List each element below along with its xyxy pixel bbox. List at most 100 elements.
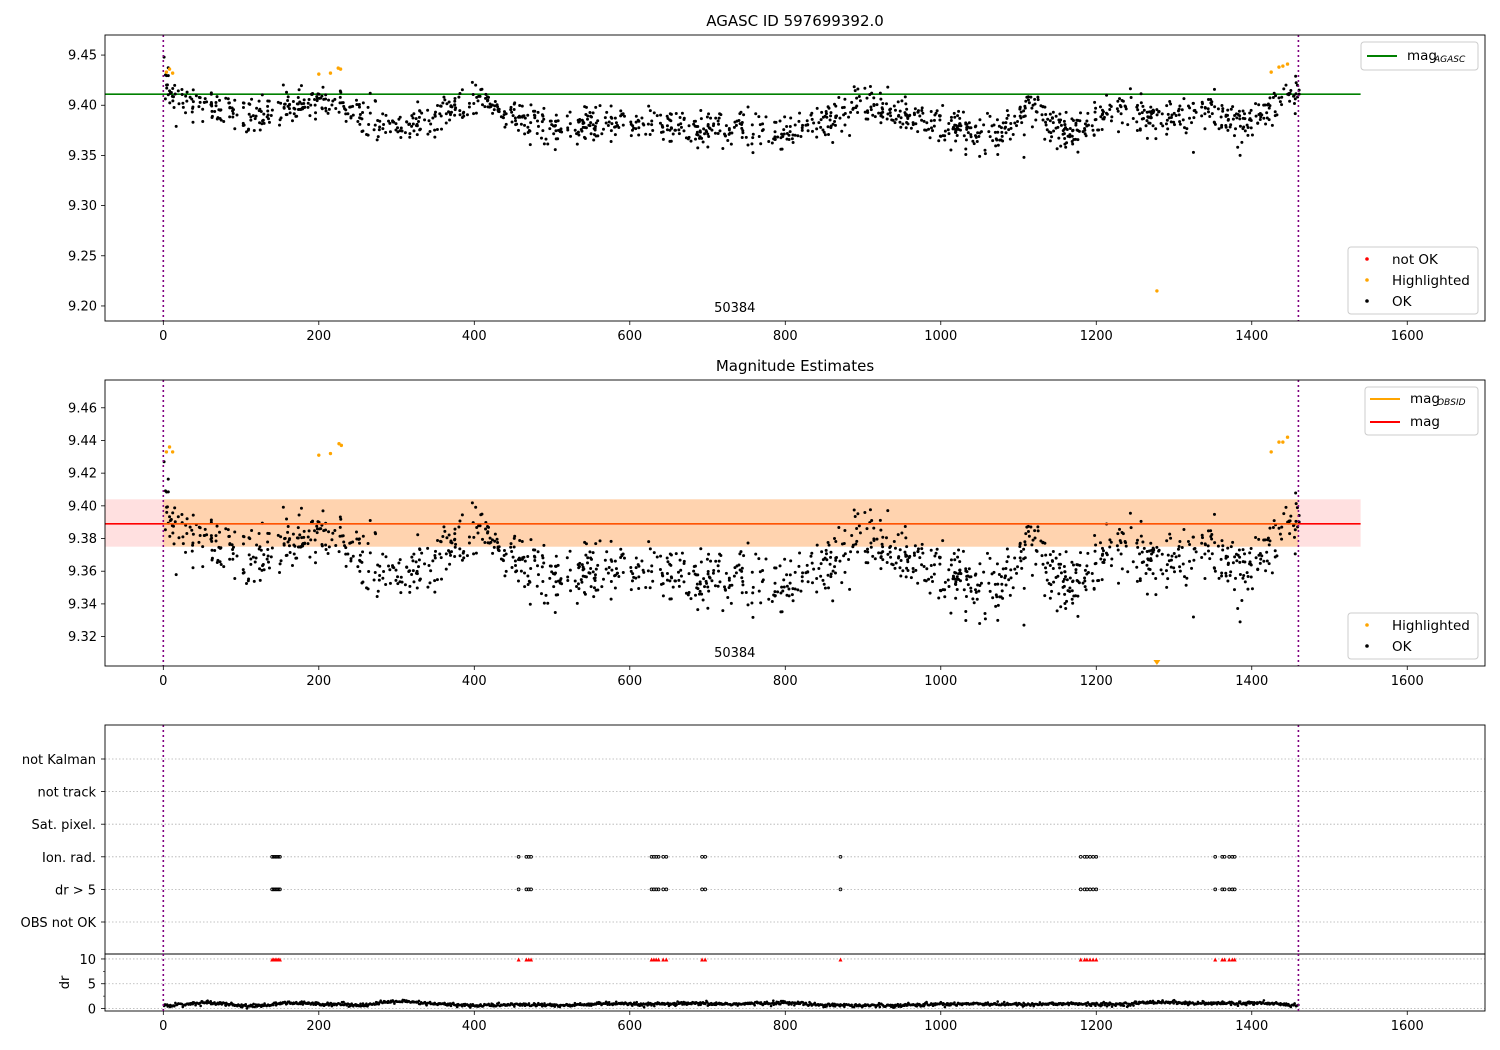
ok-point bbox=[920, 547, 924, 551]
ok-point bbox=[472, 552, 476, 556]
ok-point bbox=[324, 93, 328, 97]
ok-point bbox=[1019, 110, 1023, 114]
ok-point bbox=[587, 123, 591, 127]
ok-point bbox=[1249, 118, 1253, 122]
ok-point bbox=[1160, 112, 1164, 116]
ok-point bbox=[1076, 594, 1080, 598]
flag-point bbox=[649, 887, 654, 892]
ok-point bbox=[190, 97, 194, 101]
ok-point bbox=[1009, 121, 1013, 125]
ok-point bbox=[1145, 563, 1149, 567]
ok-point bbox=[185, 99, 189, 103]
ok-point bbox=[327, 545, 331, 549]
ok-point bbox=[754, 552, 758, 556]
ok-point bbox=[872, 526, 876, 530]
ok-point bbox=[692, 569, 696, 573]
ok-point bbox=[920, 108, 924, 112]
ok-point bbox=[501, 559, 505, 563]
ok-point bbox=[1071, 601, 1075, 605]
ok-point bbox=[905, 121, 909, 125]
ok-point bbox=[518, 558, 522, 562]
ok-point bbox=[504, 122, 508, 126]
ok-point bbox=[606, 123, 610, 127]
ok-point bbox=[453, 96, 457, 100]
ok-point bbox=[1025, 95, 1029, 99]
ok-point bbox=[202, 100, 206, 104]
ok-point bbox=[888, 550, 892, 554]
ok-point bbox=[833, 123, 837, 127]
ok-point bbox=[433, 590, 437, 594]
ok-point bbox=[710, 128, 714, 132]
ok-point bbox=[1124, 544, 1128, 548]
ok-point bbox=[707, 575, 711, 579]
ok-point bbox=[407, 122, 411, 126]
ok-point bbox=[495, 537, 499, 541]
dr-point bbox=[1238, 1000, 1242, 1003]
ok-point bbox=[281, 505, 285, 509]
flag-row-label: Ion. rad. bbox=[42, 851, 96, 866]
ok-point bbox=[1206, 549, 1210, 553]
ok-point bbox=[1029, 95, 1033, 99]
ok-point bbox=[1172, 111, 1176, 115]
ok-point bbox=[542, 601, 546, 605]
ok-point bbox=[671, 132, 675, 136]
ok-point bbox=[1292, 535, 1296, 539]
ok-point bbox=[1094, 117, 1098, 121]
ok-point bbox=[398, 580, 402, 584]
ok-point bbox=[1245, 571, 1249, 575]
ok-point bbox=[408, 132, 412, 136]
ok-point bbox=[1229, 545, 1233, 549]
ok-point bbox=[458, 547, 462, 551]
dr-clipped-marker bbox=[1227, 957, 1232, 962]
ok-point bbox=[1231, 540, 1235, 544]
ok-point bbox=[488, 536, 492, 540]
ok-point bbox=[540, 120, 544, 124]
ok-point bbox=[1220, 571, 1224, 575]
ok-point bbox=[1270, 123, 1274, 127]
ok-point bbox=[629, 122, 633, 126]
ok-point bbox=[414, 117, 418, 121]
ok-point bbox=[898, 548, 902, 552]
ok-point bbox=[322, 97, 326, 101]
ok-point bbox=[1217, 127, 1221, 131]
x-tick-label: 200 bbox=[306, 329, 331, 344]
ok-point bbox=[817, 121, 821, 125]
ok-point bbox=[679, 568, 683, 572]
ok-point bbox=[427, 119, 431, 123]
ok-point bbox=[1168, 100, 1172, 104]
ok-point bbox=[279, 535, 283, 539]
ok-point bbox=[218, 108, 222, 112]
ok-point bbox=[878, 91, 882, 95]
ok-point bbox=[834, 104, 838, 108]
ok-point bbox=[1226, 563, 1230, 567]
ok-point bbox=[594, 567, 598, 571]
ok-point bbox=[449, 105, 453, 109]
ok-point bbox=[610, 116, 614, 120]
dr-point bbox=[300, 1001, 304, 1004]
ok-point bbox=[793, 123, 797, 127]
ok-point bbox=[552, 132, 556, 136]
ok-point bbox=[660, 571, 664, 575]
ok-point bbox=[1083, 576, 1087, 580]
ok-point bbox=[789, 559, 793, 563]
flag-point bbox=[703, 887, 708, 892]
ok-point bbox=[1030, 573, 1034, 577]
ok-point bbox=[288, 102, 292, 106]
ok-point bbox=[898, 109, 902, 113]
ok-point bbox=[486, 99, 490, 103]
ok-point bbox=[619, 547, 623, 551]
ok-point bbox=[1138, 552, 1142, 556]
ok-point bbox=[955, 575, 959, 579]
ok-point bbox=[699, 109, 703, 113]
ok-point bbox=[943, 595, 947, 599]
ok-point bbox=[723, 587, 727, 591]
ok-point bbox=[1068, 135, 1072, 139]
ok-point bbox=[594, 588, 598, 592]
ok-point bbox=[376, 589, 380, 593]
ok-point bbox=[1256, 568, 1260, 572]
flag-point bbox=[1220, 887, 1225, 892]
ok-point bbox=[1209, 529, 1213, 533]
ok-point bbox=[1238, 117, 1242, 121]
ok-point bbox=[496, 546, 500, 550]
ok-point bbox=[480, 103, 484, 107]
